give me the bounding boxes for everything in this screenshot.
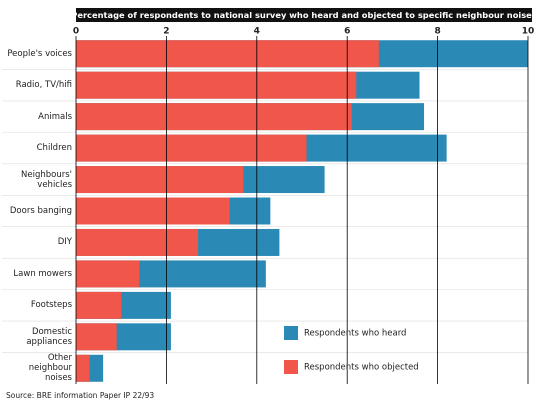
y-tick-label: Doors banging [9, 206, 72, 216]
y-tick-label: Neighbours' vehicles [21, 169, 72, 190]
x-tick-label: 6 [344, 27, 350, 37]
chart-title: Percentage of respondents to national su… [71, 10, 537, 20]
x-tick-label: 0 [73, 27, 79, 37]
y-tick-label: Other neighbour noises [28, 353, 72, 384]
y-tick-label: Domestic appliances [26, 326, 72, 347]
x-tick-label: 4 [254, 27, 260, 37]
y-tick-label: People's voices [7, 48, 72, 59]
bar [76, 166, 244, 194]
bar [76, 354, 90, 382]
y-tick-label: Children [36, 143, 72, 154]
legend-swatch [284, 326, 298, 340]
title-band [76, 8, 532, 22]
y-tick-label: Lawn mowers [13, 268, 72, 279]
y-tick-label: Footsteps [30, 300, 72, 311]
x-tick-label: 10 [522, 27, 535, 37]
legend-label: Respondents who heard [304, 329, 406, 339]
y-tick-label: DIY [57, 237, 72, 248]
x-tick-label: 8 [434, 27, 440, 37]
legend-swatch [284, 360, 298, 374]
bar [76, 134, 307, 162]
bar [76, 260, 140, 288]
bar [76, 40, 379, 68]
bar [76, 103, 352, 131]
bar [76, 323, 117, 351]
x-tick-label: 2 [163, 27, 169, 37]
y-tick-label: Radio, TV/hifi [15, 80, 72, 91]
source: Source: BRE information Paper IP 22/93 [6, 391, 154, 400]
bar [76, 291, 122, 319]
legend-label: Respondents who objected [304, 363, 419, 373]
bar [76, 228, 199, 256]
bar [76, 71, 357, 99]
y-tick-label: Animals [38, 111, 72, 122]
bar [76, 197, 230, 225]
